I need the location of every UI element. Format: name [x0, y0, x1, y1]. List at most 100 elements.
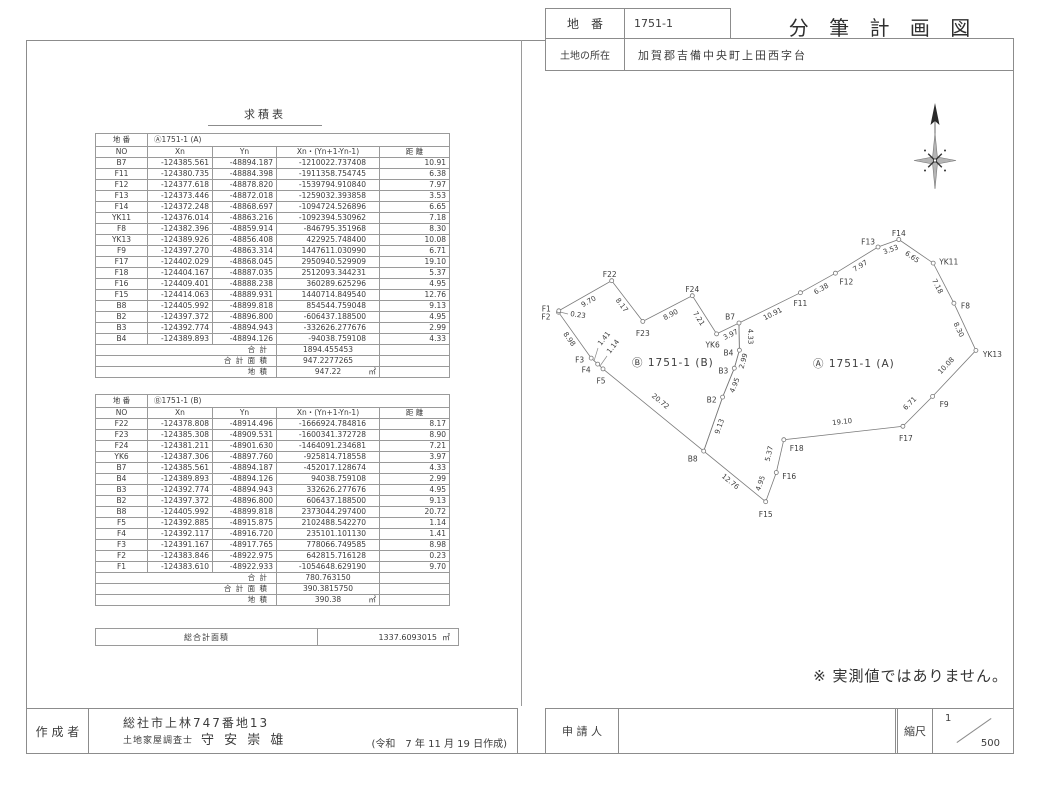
area-label: 地 積	[95, 366, 277, 378]
empty-cell	[378, 583, 451, 595]
yn-cell: -48896.800	[212, 311, 277, 323]
creator-profession: 土地家屋調査士	[123, 736, 194, 746]
product-cell: -1210022.737408	[276, 157, 380, 169]
yn-cell: -48897.760	[212, 451, 277, 463]
product-cell: -1054648.629190	[276, 561, 380, 573]
distance-cell: 4.95	[379, 311, 450, 323]
product-cell: 606437.188500	[276, 495, 380, 507]
distance-cell: 8.30	[379, 223, 450, 235]
yn-cell: -48863.314	[212, 245, 277, 257]
xn-cell: -124397.372	[147, 495, 213, 507]
point-no-cell: F11	[95, 168, 148, 180]
product-cell: -452017.128674	[276, 462, 380, 474]
product-cell: 94038.759108	[276, 473, 380, 485]
point-no-cell: F9	[95, 245, 148, 257]
area-sum-value: 390.3815750	[276, 583, 380, 595]
disclaimer-note: ※ 実測値ではありません。	[813, 667, 1008, 685]
yn-cell: -48894.187	[212, 157, 277, 169]
column-header: Xn	[147, 407, 213, 419]
point-no-cell: B3	[95, 484, 148, 496]
point-no-cell: F15	[95, 289, 148, 301]
land-location-box: 土地の所在 加賀郡吉備中央町上田西字台	[545, 38, 1014, 71]
point-no-cell: B7	[95, 157, 148, 169]
yn-cell: -48859.914	[212, 223, 277, 235]
distance-cell: 4.95	[379, 278, 450, 290]
xn-cell: -124389.926	[147, 234, 213, 246]
distance-cell: 7.21	[378, 440, 451, 452]
xn-cell: -124391.167	[147, 539, 213, 551]
yn-cell: -48884.398	[212, 168, 277, 180]
grand-total-area-label: 総合計面積	[96, 629, 318, 645]
point-no-cell: YK6	[95, 451, 148, 463]
area-table-b: 地 番 Ⓑ1751-1 (B) NO Xn Yn Xn・(Yn+1-Yn-1) 距 離 F22…	[95, 394, 451, 606]
point-no-cell: F8	[95, 223, 148, 235]
panel-divider-line	[521, 40, 522, 706]
sum-label: 合 計	[95, 344, 277, 356]
product-cell: 2950940.529909	[276, 256, 380, 268]
creator-label: 作 成 者	[27, 709, 89, 753]
table-lot-label: 地 番	[95, 394, 148, 408]
xn-cell: -124383.846	[147, 550, 213, 562]
point-no-cell: B7	[95, 462, 148, 474]
yn-cell: -48856.408	[212, 234, 277, 246]
xn-cell: -124405.992	[147, 506, 213, 518]
point-no-cell: F16	[95, 278, 148, 290]
product-cell: 235101.101130	[276, 528, 380, 540]
point-no-cell: B2	[95, 495, 148, 507]
yn-cell: -48922.933	[212, 561, 277, 573]
land-location-value: 加賀郡吉備中央町上田西字台	[638, 48, 807, 62]
empty-cell	[379, 344, 450, 356]
area-sum-value: 947.2277265	[276, 355, 380, 367]
distance-cell: 3.97	[378, 451, 451, 463]
point-no-cell: F24	[95, 440, 148, 452]
point-no-cell: F17	[95, 256, 148, 268]
lot-number-label: 地 番	[546, 9, 625, 38]
xn-cell: -124385.308	[147, 429, 213, 441]
product-cell: 2373044.297400	[276, 506, 380, 518]
xn-cell: -124402.029	[147, 256, 213, 268]
distance-cell: 10.91	[379, 157, 450, 169]
point-no-cell: B8	[95, 300, 148, 312]
xn-cell: -124392.774	[147, 322, 213, 334]
product-cell: -1464091.234681	[276, 440, 380, 452]
xn-cell: -124414.063	[147, 289, 213, 301]
created-date: (令和 7 年 11 月 19 日作成)	[371, 739, 507, 750]
yn-cell: -48909.531	[212, 429, 277, 441]
column-header: Yn	[212, 146, 277, 158]
distance-cell: 20.72	[378, 506, 451, 518]
distance-cell: 6.71	[379, 245, 450, 257]
xn-cell: -124382.396	[147, 223, 213, 235]
xn-cell: -124373.446	[147, 190, 213, 202]
yn-cell: -48922.975	[212, 550, 277, 562]
product-cell: -1094724.526896	[276, 201, 380, 213]
point-no-cell: F14	[95, 201, 148, 213]
yn-cell: -48868.045	[212, 256, 277, 268]
product-cell: -1092394.530962	[276, 212, 380, 224]
area-value: 390.38 ㎡	[276, 594, 380, 606]
point-no-cell: B3	[95, 322, 148, 334]
table-lot-label: 地 番	[95, 133, 148, 147]
xn-cell: -124392.117	[147, 528, 213, 540]
creator-content: 総社市上林747番地13 土地家屋調査士 守 安 崇 雄 (令和 7 年 11 …	[89, 709, 517, 753]
sum-label: 合 計	[95, 572, 277, 584]
distance-cell: 9.13	[379, 300, 450, 312]
yn-cell: -48889.931	[212, 289, 277, 301]
distance-cell: 10.08	[379, 234, 450, 246]
xn-cell: -124380.735	[147, 168, 213, 180]
yn-cell: -48901.630	[212, 440, 277, 452]
table-lot-value: Ⓑ1751-1 (B)	[146, 394, 451, 408]
distance-cell: 4.33	[379, 333, 450, 345]
column-header: 距 離	[378, 407, 451, 419]
scale-fraction: 1 500	[933, 709, 1013, 753]
product-cell: 360289.625296	[276, 278, 380, 290]
distance-cell: 1.14	[378, 517, 451, 529]
product-cell: 422925.748400	[276, 234, 380, 246]
creator-box: 作 成 者 総社市上林747番地13 土地家屋調査士 守 安 崇 雄 (令和 7…	[26, 708, 518, 754]
column-header: NO	[95, 407, 148, 419]
distance-cell: 7.97	[379, 179, 450, 191]
product-cell: 332626.277676	[276, 484, 380, 496]
table-lot-value: Ⓐ1751-1 (A)	[147, 133, 450, 147]
xn-cell: -124404.167	[147, 267, 213, 279]
lot-number-value: 1751-1	[634, 17, 673, 30]
